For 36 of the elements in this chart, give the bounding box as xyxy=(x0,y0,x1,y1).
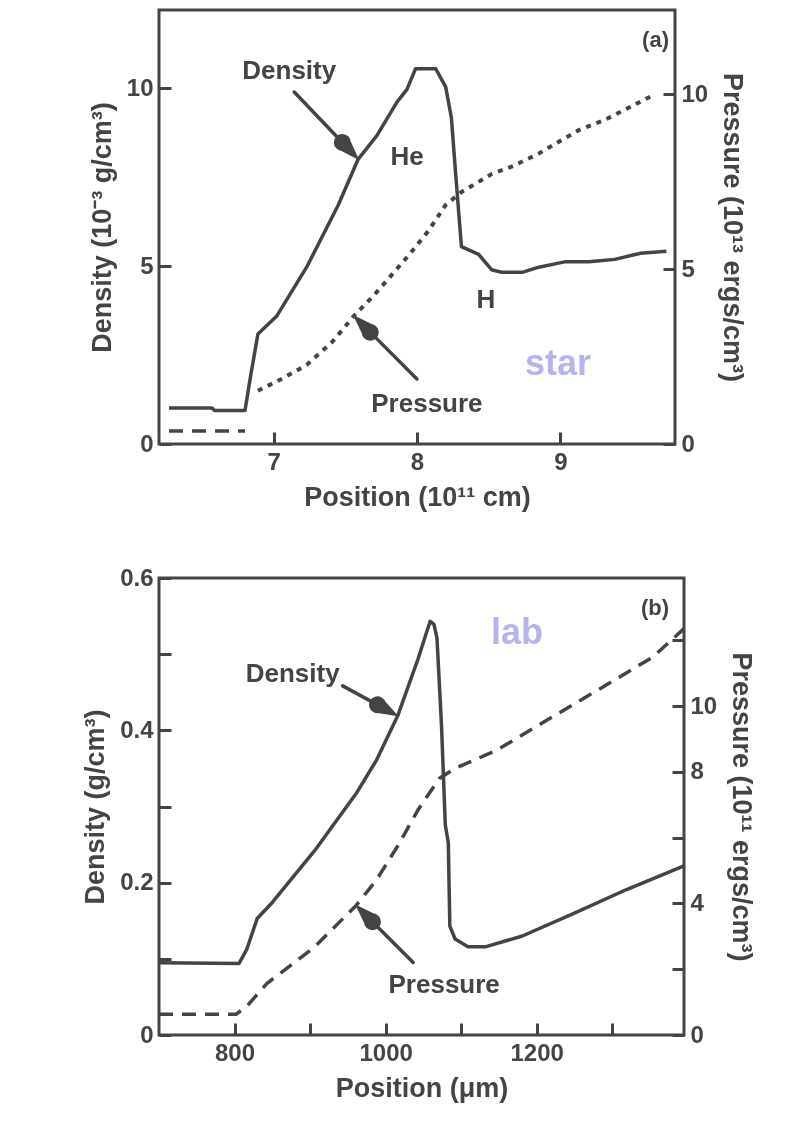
legend-label: Pressure xyxy=(371,387,483,418)
annotation: (b) xyxy=(640,595,669,620)
annotation: star xyxy=(524,342,592,383)
y-axis-title: Density (10⁻³ g/cm³) xyxy=(86,102,117,353)
y2-tick-label: 0 xyxy=(681,429,695,457)
text: Density xyxy=(242,55,337,86)
x-axis-title: Position (10¹¹ cm) xyxy=(304,481,531,512)
x-axis-title: Position (μm) xyxy=(335,1072,509,1103)
annotation: lab xyxy=(490,611,544,652)
x-tick-label: 1000 xyxy=(359,1038,413,1066)
y2-tick-label: 8 xyxy=(690,757,704,785)
x-tick-label: 800 xyxy=(215,1038,256,1066)
annotation: He xyxy=(390,141,424,171)
text: Density xyxy=(245,657,341,688)
y-tick-label: 10 xyxy=(126,73,154,101)
y2-axis-title: Pressure (10¹³ ergs/cm³) xyxy=(718,72,749,383)
y2-tick-label: 10 xyxy=(681,79,709,107)
y2-tick-label: 4 xyxy=(690,888,705,916)
x-tick-label: 1200 xyxy=(510,1038,564,1066)
y2-axis-title: Pressure (10¹¹ ergs/cm³) xyxy=(727,652,758,962)
x-tick-label: 7 xyxy=(267,447,281,475)
y2-tick-label: 10 xyxy=(690,691,718,719)
x-tick-label: 8 xyxy=(410,447,425,475)
y-tick-label: 0 xyxy=(140,1020,154,1048)
y-axis-title: Density (g/cm³) xyxy=(80,709,111,905)
y2-tick-label: 0 xyxy=(690,1020,704,1048)
y-tick-label: 0.6 xyxy=(120,563,154,591)
x-tick-label: 9 xyxy=(554,447,568,475)
y-tick-label: 0.4 xyxy=(120,715,155,743)
annotation: H xyxy=(476,284,496,314)
annotation: (a) xyxy=(642,27,669,52)
y-tick-label: 5 xyxy=(140,251,154,279)
y2-tick-label: 5 xyxy=(681,254,695,282)
y-tick-label: 0.2 xyxy=(120,868,154,896)
y-tick-label: 0 xyxy=(140,429,154,457)
legend-label: Pressure xyxy=(388,969,500,1000)
